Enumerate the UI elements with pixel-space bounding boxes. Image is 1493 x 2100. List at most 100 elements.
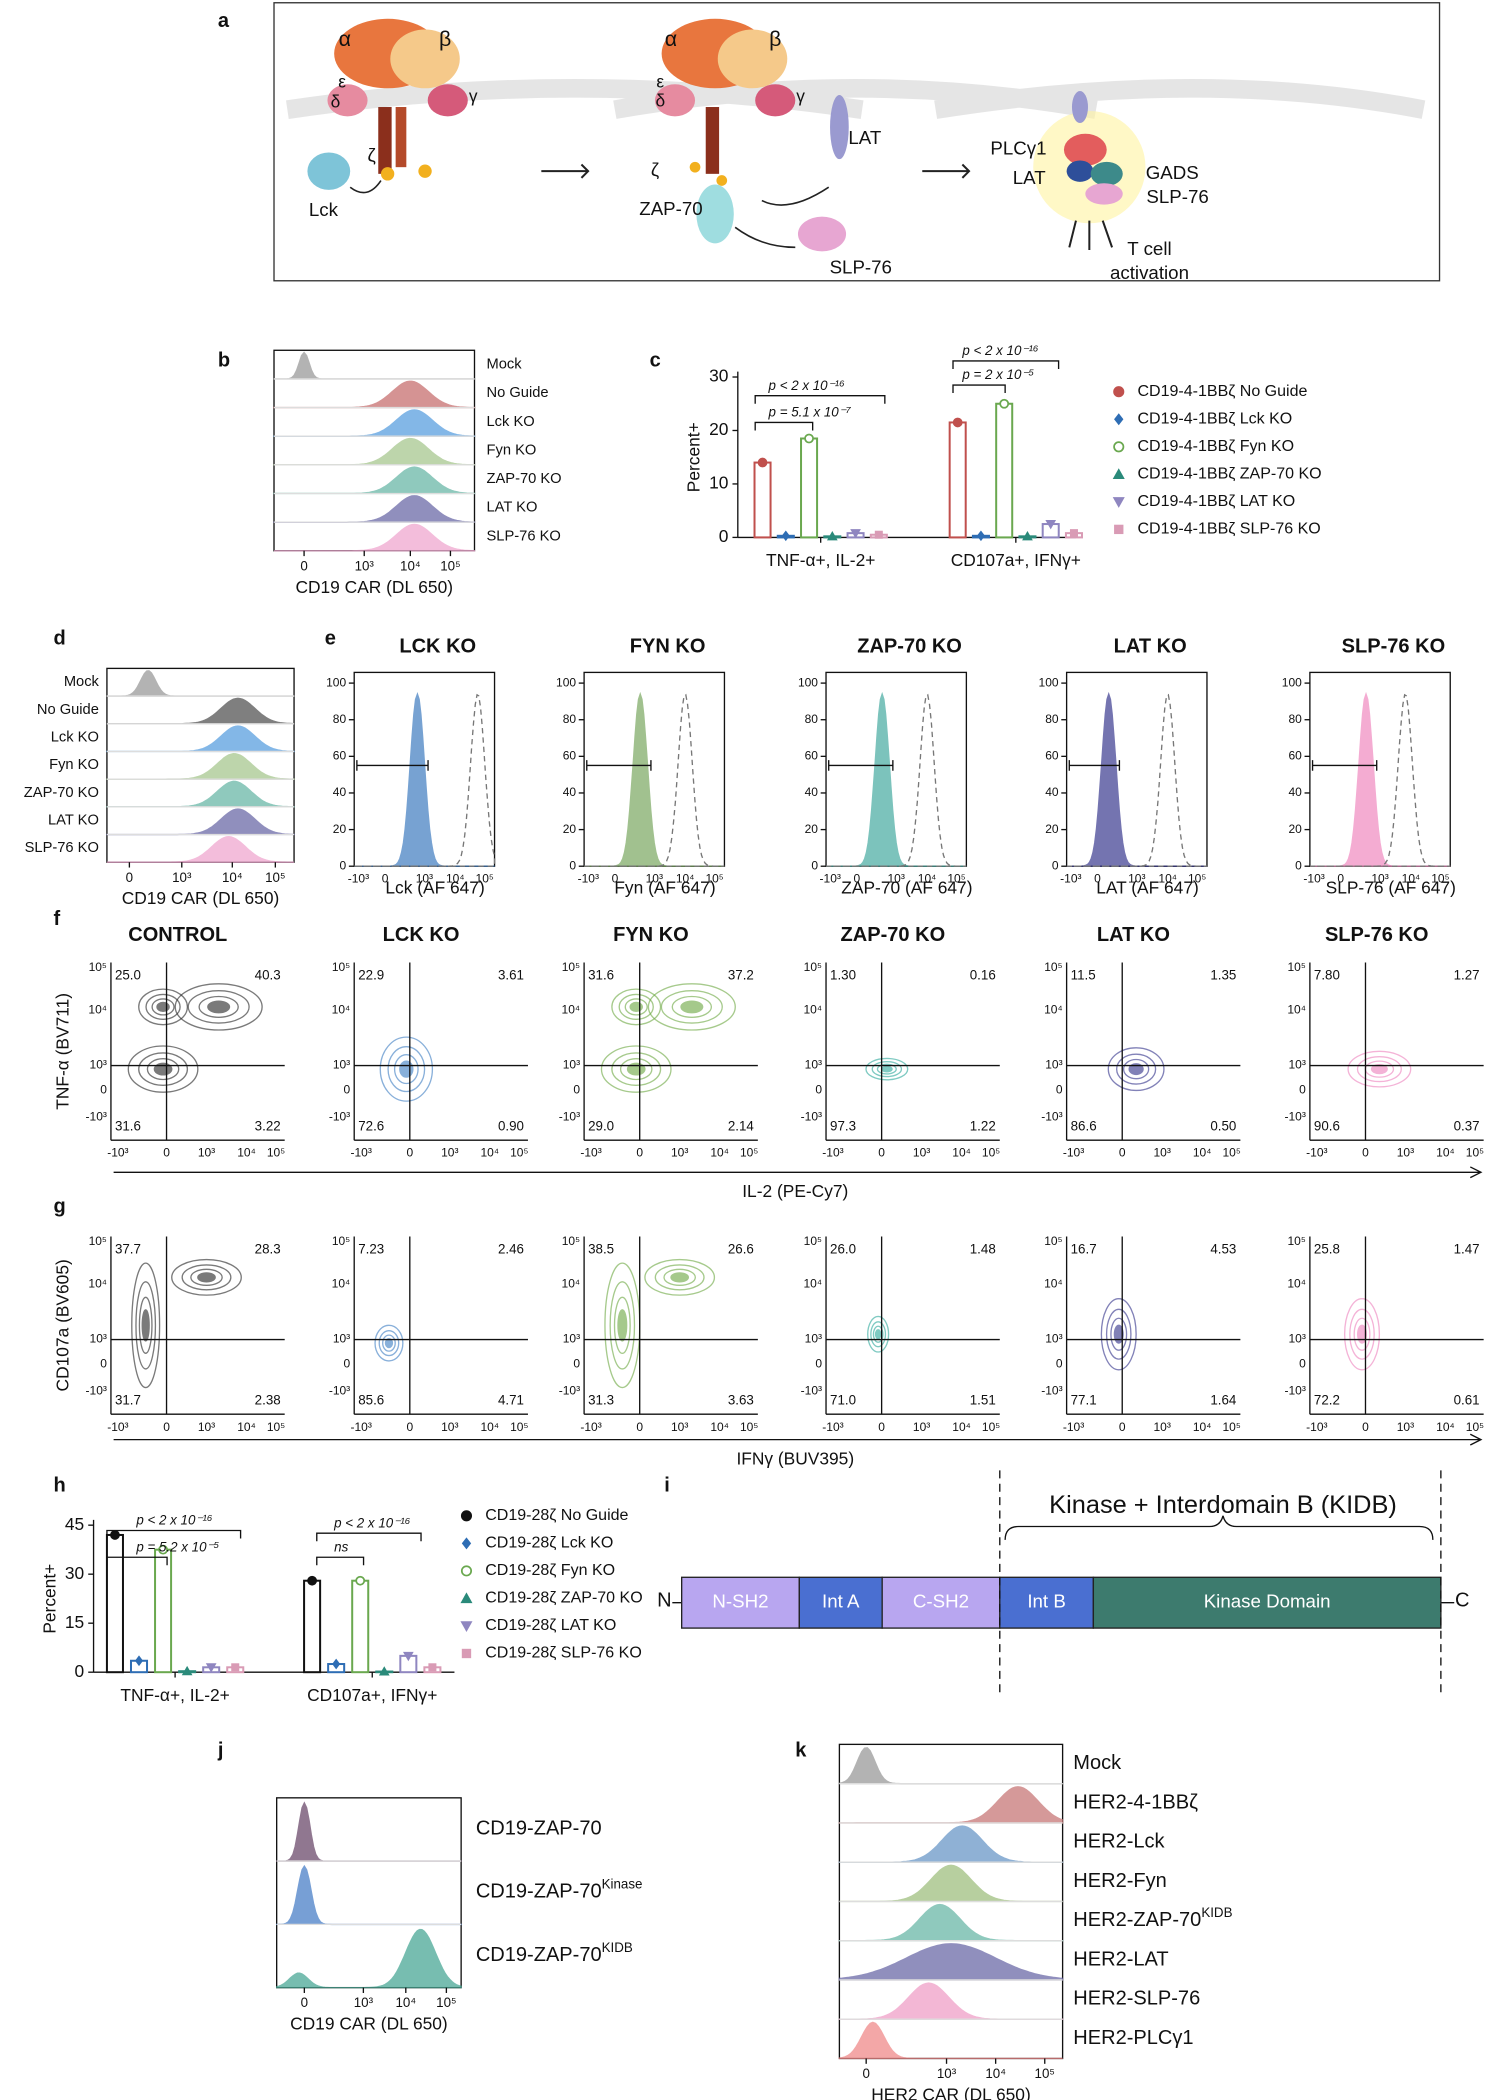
x-tick-label: -10³ [1306, 1146, 1327, 1160]
y-tick-label: 20 [333, 822, 347, 836]
x-axis-label: CD19 CAR (DL 650) [122, 888, 280, 908]
x-tick-label: 10³ [1371, 872, 1388, 886]
domain-brace [1004, 1515, 1434, 1540]
y-tick-label: 10⁵ [1044, 960, 1062, 974]
panel-a-frame [273, 2, 1441, 282]
plot-title: LCK KO [383, 924, 460, 946]
y-tick-label: -10³ [559, 1383, 580, 1397]
panel-label: f [53, 908, 60, 930]
contour [611, 1052, 662, 1086]
y-tick-label: 10³ [333, 1058, 350, 1072]
histogram [273, 495, 476, 523]
y-tick-label: 0 [719, 526, 729, 546]
x-tick-label: 10³ [913, 1420, 930, 1434]
contour [138, 988, 189, 1026]
x-tick-label: 10⁴ [395, 1995, 416, 2010]
quadrant-value: 0.37 [1454, 1118, 1480, 1133]
panel-label: b [218, 349, 230, 371]
row-label: Fyn KO [49, 757, 99, 773]
label-text: CD19-ZAP-70 [476, 1881, 602, 1903]
plot-title: ZAP-70 KO [857, 635, 962, 657]
x-tick-label: 10³ [416, 872, 433, 886]
plot-title: FYN KO [613, 924, 689, 946]
significance-bracket [754, 395, 886, 404]
x-tick-label: 10⁵ [440, 558, 460, 573]
y-tick-label: 10⁵ [562, 1234, 580, 1248]
contour [647, 983, 736, 1031]
x-tick-label: 10⁵ [267, 1146, 285, 1160]
contour [1113, 1324, 1124, 1344]
quadrant-value: 0.90 [498, 1118, 524, 1133]
domain [881, 1576, 1001, 1629]
x-tick-label: 10⁵ [265, 870, 285, 885]
panel-label: k [795, 1739, 807, 1761]
histogram [273, 380, 476, 409]
x-tick-label: 10⁴ [1436, 1420, 1455, 1434]
x-axis-label: LAT (AF 647) [1096, 878, 1199, 898]
y-tick-label: 10⁴ [803, 1003, 822, 1017]
y-tick-label: 0 [1056, 1357, 1063, 1371]
x-tick-label: 10⁴ [918, 872, 937, 886]
significance-bracket [316, 1532, 422, 1542]
x-tick-label: 10⁵ [705, 872, 723, 886]
legend-marker [461, 1537, 472, 1550]
contour [1347, 1050, 1412, 1088]
domain-label: C-SH2 [913, 1591, 969, 1612]
legend-marker [460, 1621, 473, 1632]
domain [999, 1576, 1095, 1629]
arrows [541, 163, 1114, 251]
y-tick-label: 40 [1045, 785, 1059, 799]
legend-marker [461, 1648, 472, 1659]
y-tick-label: 10⁵ [1288, 1234, 1306, 1248]
contour [871, 1060, 903, 1078]
y-tick-label: 10⁵ [89, 960, 107, 974]
row-label: Mock [1073, 1752, 1122, 1774]
label-text: CD19-ZAP-70 [476, 1944, 602, 1966]
receptor-1 [307, 18, 468, 190]
x-tick-label: 10³ [172, 870, 192, 885]
annotation: p = 5.1 x 10⁻⁷ [768, 405, 852, 420]
y-tick-label: 10⁴ [1044, 1277, 1063, 1291]
gate [356, 760, 429, 771]
annotation: p < 2 x 10⁻¹⁶ [333, 1515, 411, 1530]
contour [624, 998, 648, 1016]
contour [880, 1065, 893, 1073]
histogram [273, 466, 476, 495]
diagram-label: δ [331, 92, 341, 112]
legend-marker [1112, 468, 1125, 479]
y-tick-label: 80 [563, 712, 577, 726]
y-tick-label: 30 [65, 1563, 84, 1583]
histogram [276, 1928, 462, 1989]
x-tick-label: -10³ [1060, 872, 1081, 886]
quadrant-value: 31.6 [588, 967, 614, 982]
x-tick-label: 10³ [441, 1146, 458, 1160]
x-tick-label: 10⁴ [1436, 1146, 1455, 1160]
contour [663, 1268, 696, 1287]
contour [174, 983, 263, 1031]
y-tick-label: 10³ [1045, 1058, 1062, 1072]
diagram-label: Lck [309, 199, 339, 220]
bar-point [850, 529, 861, 539]
x-axis-label: IFNγ (BUV395) [736, 1448, 854, 1468]
plot-frame [583, 671, 726, 867]
x-tick-label: 10³ [198, 1420, 215, 1434]
panel-label: e [325, 627, 336, 649]
x-tick-label: 0 [406, 1146, 413, 1160]
gate [1311, 760, 1378, 771]
plot-frame [825, 671, 968, 867]
y-tick-label: 10³ [333, 1332, 350, 1346]
y-tick-label: 10⁴ [1287, 1003, 1306, 1017]
bar-point [874, 530, 883, 539]
control-histogram [1066, 693, 1207, 867]
legend-label: CD19-28ζ No Guide [485, 1506, 628, 1524]
contour [644, 1258, 716, 1296]
bar-point [952, 417, 963, 428]
diagram-label: ε [656, 72, 664, 92]
histogram [106, 780, 295, 808]
y-tick-label: 10⁵ [1288, 960, 1306, 974]
contour [1343, 1298, 1381, 1371]
bar-point [158, 1544, 168, 1555]
x-tick-label: 0 [301, 1995, 308, 2010]
x-tick-label: 0 [126, 870, 133, 885]
quadrant-value: 37.7 [115, 1241, 141, 1256]
